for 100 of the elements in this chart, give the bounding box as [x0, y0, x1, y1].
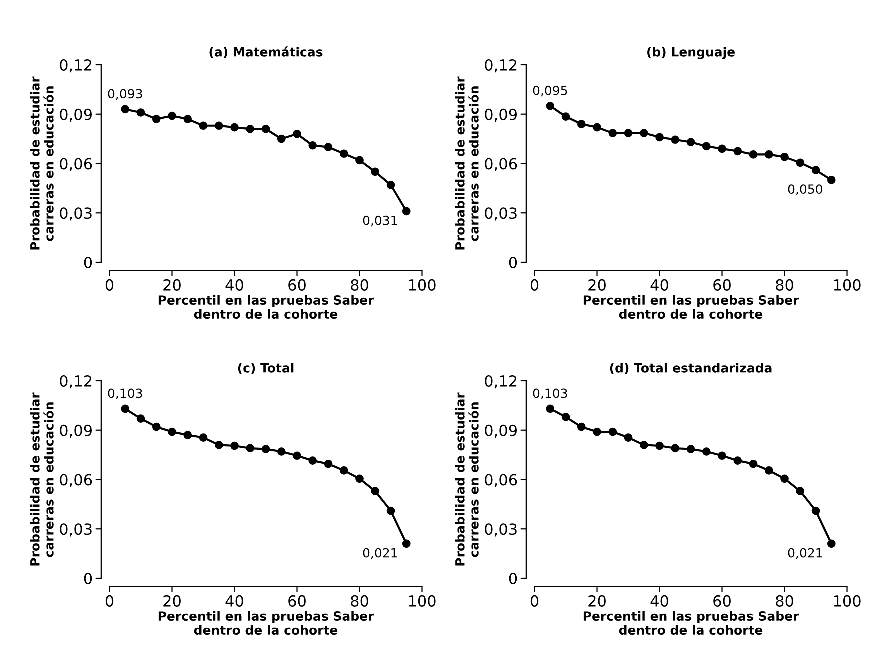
y-axis-title: Probabilidad de estudiar carreras en educación: [30, 76, 54, 250]
point: [277, 448, 286, 456]
point: [308, 141, 318, 150]
point: [593, 428, 602, 436]
point: [152, 115, 161, 124]
point: [780, 474, 789, 484]
point: [230, 123, 239, 132]
y-tick-label: 0,06: [485, 158, 518, 172]
point: [780, 153, 789, 162]
x-axis-title: Percentil en las pruebas Saber dentro de la cohorte: [584, 295, 800, 320]
point: [168, 428, 176, 436]
point: [624, 434, 633, 442]
point: [796, 487, 805, 496]
point: [718, 144, 726, 154]
y-tick-label: 0,12: [485, 59, 517, 73]
point: [356, 474, 364, 484]
point: [168, 112, 176, 120]
point: [262, 125, 270, 134]
y-tick-label: 0,09: [60, 108, 92, 122]
point: [608, 428, 618, 436]
point: [214, 122, 224, 130]
point: [827, 540, 836, 548]
point: [214, 441, 224, 450]
point: [812, 506, 820, 516]
y-tick-label: 0,09: [485, 108, 518, 122]
x-tick-label: 100: [409, 279, 436, 291]
point: [199, 122, 208, 130]
y-axis-title: Probabilidad de estudiar carreras en educación: [30, 392, 54, 566]
point: [577, 422, 586, 432]
point: [546, 404, 555, 414]
point: [608, 129, 618, 138]
point: [402, 540, 411, 548]
point: [277, 134, 286, 144]
point: [293, 452, 302, 460]
y-tick-label: 0,03: [60, 524, 92, 537]
point: [262, 445, 270, 454]
chart-title: (b) Lenguaje: [648, 47, 735, 60]
x-tick-label: 80: [776, 595, 794, 607]
y-tick-label: 0,12: [485, 375, 517, 389]
point: [136, 108, 146, 117]
y-tick-label: 0: [84, 256, 92, 269]
point: [562, 112, 570, 122]
x-tick-label: 60: [714, 595, 731, 607]
x-tick-label: 0: [530, 279, 539, 291]
point: [340, 466, 348, 475]
y-tick-label: 0: [509, 256, 518, 269]
y-tick-label: 0: [509, 572, 518, 585]
x-tick-label: 100: [834, 279, 861, 291]
y-axis-title: Probabilidad de estudiar carreras en educación: [455, 392, 479, 566]
y-tick-label: 0,09: [485, 424, 518, 438]
data-label: 0,050: [788, 184, 822, 196]
point: [718, 452, 726, 460]
y-tick-label: 0,06: [60, 158, 92, 172]
point: [749, 150, 758, 159]
point: [386, 180, 396, 190]
x-tick-label: 80: [351, 595, 368, 607]
point: [356, 156, 364, 165]
x-tick-label: 0: [106, 279, 114, 291]
point: [640, 129, 648, 138]
point: [371, 168, 380, 176]
point: [402, 207, 411, 216]
point: [386, 506, 396, 516]
point: [796, 158, 805, 168]
x-tick-label: 80: [351, 279, 368, 291]
x-axis-title: Percentil en las pruebas Saber dentro de la cohorte: [158, 295, 374, 320]
point: [230, 442, 239, 450]
data-label: 0,103: [108, 388, 142, 400]
point: [827, 176, 836, 184]
x-tick-label: 0: [106, 595, 114, 607]
data-label: 0,021: [788, 548, 822, 560]
x-tick-label: 60: [288, 279, 306, 291]
point: [308, 456, 318, 465]
x-tick-label: 20: [164, 595, 181, 607]
point: [121, 404, 130, 414]
x-tick-label: 20: [164, 279, 181, 291]
point: [671, 136, 680, 144]
point: [593, 123, 602, 132]
data-label: 0,031: [363, 216, 398, 227]
x-tick-label: 100: [834, 595, 861, 607]
point: [702, 448, 711, 456]
x-axis-title: Percentil en las pruebas Saber dentro de la cohorte: [584, 611, 800, 636]
point: [293, 130, 302, 138]
x-tick-label: 100: [409, 595, 436, 607]
x-tick-label: 20: [588, 279, 606, 291]
x-tick-label: 0: [530, 595, 539, 607]
point: [121, 105, 130, 114]
x-axis-title: Percentil en las pruebas Saber dentro de la cohorte: [158, 611, 374, 636]
point: [324, 460, 333, 468]
point: [656, 442, 664, 450]
x-tick-label: 40: [650, 279, 668, 291]
x-tick-label: 60: [288, 595, 306, 607]
point: [246, 444, 255, 453]
y-tick-label: 0,03: [485, 524, 517, 537]
y-tick-label: 0,06: [485, 474, 518, 488]
data-label: 0,095: [533, 86, 568, 97]
point: [734, 147, 742, 156]
point: [686, 445, 696, 454]
point: [749, 460, 758, 468]
point: [656, 133, 664, 142]
x-tick-label: 60: [714, 279, 731, 291]
